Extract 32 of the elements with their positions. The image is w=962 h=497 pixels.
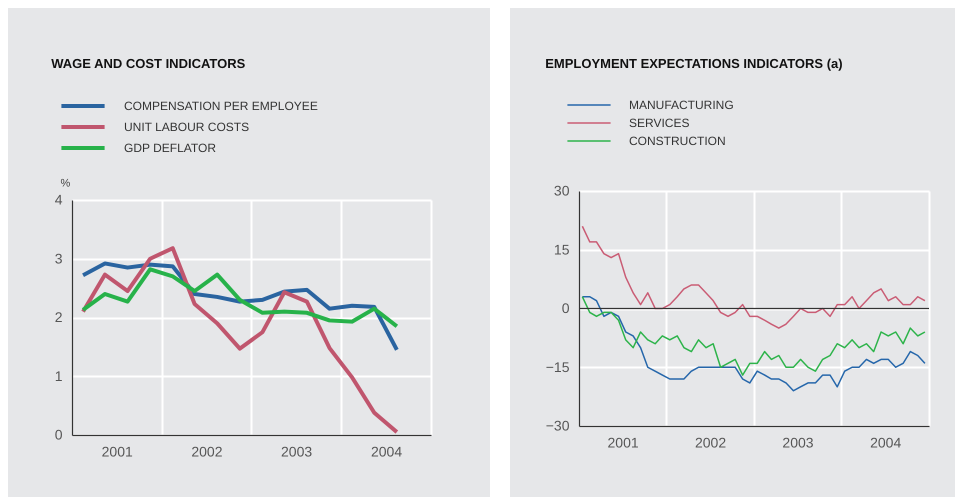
x-tick-label: 2004 [370, 444, 402, 460]
x-tick-label: 2001 [102, 444, 133, 460]
y-tick-label: 4 [54, 192, 63, 208]
legend-label: UNIT LABOUR COSTS [124, 120, 250, 134]
legend-label: GDP DEFLATOR [124, 141, 216, 155]
chart-title: WAGE AND COST INDICATORS [51, 56, 246, 71]
x-tick-label: 2003 [281, 444, 312, 460]
line-series [582, 296, 926, 376]
legend-label: CONSTRUCTION [629, 134, 726, 148]
x-tick-label: 2002 [191, 444, 223, 460]
y-tick-label: 1 [54, 368, 63, 384]
legend-label: COMPENSATION PER EMPLOYEE [124, 99, 318, 113]
chart-title: EMPLOYMENT EXPECTATIONS INDICATORS (a) [545, 56, 843, 71]
x-tick-label: 2002 [694, 434, 726, 450]
legend-label: SERVICES [629, 116, 690, 130]
x-tick-label: 2004 [870, 434, 902, 450]
x-tick-label: 2001 [608, 434, 639, 450]
line-series [81, 246, 399, 434]
y-tick-label: 0 [54, 426, 63, 442]
y-tick-label: 3 [54, 250, 63, 266]
y-tick-label: 15 [554, 241, 570, 258]
line-series [582, 296, 926, 392]
y-tick-label: −15 [546, 358, 570, 375]
y-axis-title: % [60, 178, 70, 190]
y-tick-label: 2 [54, 309, 63, 325]
line-series [582, 226, 926, 329]
legend-label: MANUFACTURING [629, 98, 734, 112]
y-tick-label: −30 [546, 418, 570, 434]
line-series [81, 267, 399, 328]
x-tick-label: 2003 [782, 434, 814, 450]
y-tick-label: 0 [562, 300, 570, 316]
y-tick-label: 30 [554, 182, 570, 198]
